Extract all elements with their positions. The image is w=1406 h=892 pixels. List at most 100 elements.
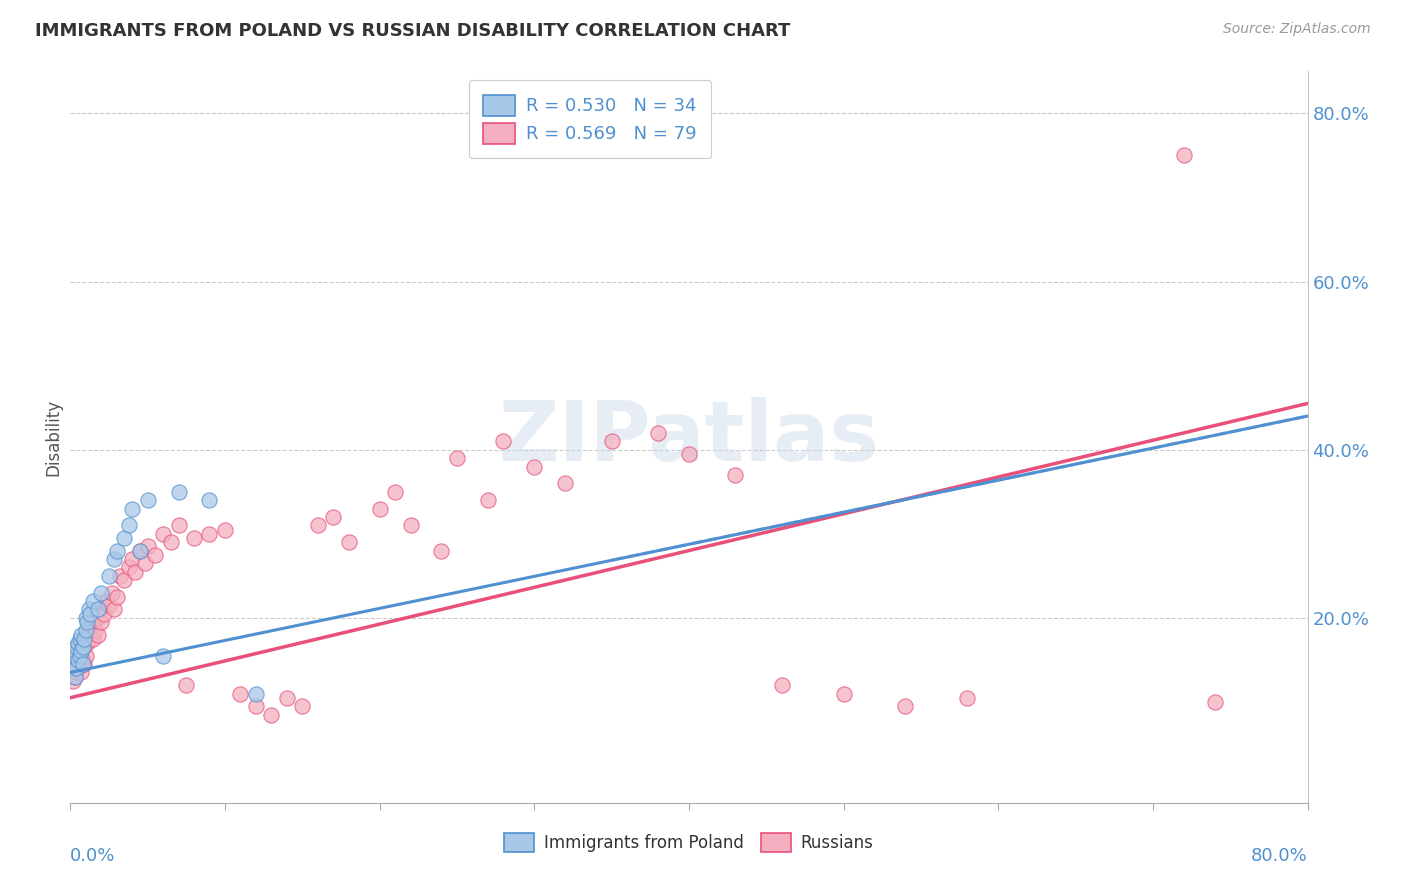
Point [69, 648, 91, 663]
Text: 0.0%: 0.0% [70, 847, 115, 864]
Point [70, 627, 93, 641]
Point [63, 653, 86, 667]
Point [82, 632, 105, 646]
Point [62, 648, 84, 663]
Point [600, 434, 623, 449]
Point [129, 543, 152, 558]
Point [523, 459, 546, 474]
Point [105, 590, 128, 604]
Point [73, 640, 96, 655]
Point [103, 552, 125, 566]
Point [103, 602, 125, 616]
Point [198, 493, 221, 508]
Text: ZIPatlas: ZIPatlas [499, 397, 879, 477]
Point [70, 644, 93, 658]
Point [89, 602, 111, 616]
Point [832, 686, 855, 700]
Point [129, 543, 152, 558]
Point [75, 611, 97, 625]
Point [82, 594, 105, 608]
Point [94, 594, 117, 608]
Point [198, 526, 221, 541]
Point [121, 552, 143, 566]
Point [70, 636, 93, 650]
Point [152, 648, 174, 663]
Point [554, 476, 576, 491]
Point [79, 607, 101, 621]
Point [90, 585, 112, 599]
Point [167, 518, 190, 533]
Point [76, 636, 98, 650]
Point [69, 632, 91, 646]
Point [98, 569, 120, 583]
Point [87, 627, 110, 641]
Point [69, 657, 91, 671]
Point [80, 615, 103, 629]
Point [492, 434, 515, 449]
Point [76, 615, 98, 629]
Point [69, 648, 91, 663]
Point [276, 690, 298, 705]
Point [67, 640, 90, 655]
Legend: Immigrants from Poland, Russians: Immigrants from Poland, Russians [496, 824, 882, 860]
Point [75, 627, 97, 641]
Text: IMMIGRANTS FROM POLAND VS RUSSIAN DISABILITY CORRELATION CHART: IMMIGRANTS FROM POLAND VS RUSSIAN DISABI… [35, 22, 790, 40]
Point [260, 707, 283, 722]
Point [98, 599, 120, 613]
Point [65, 665, 87, 680]
Point [291, 699, 314, 714]
Point [73, 632, 96, 646]
Point [65, 661, 87, 675]
Point [446, 451, 468, 466]
Point [678, 447, 700, 461]
Point [62, 657, 84, 671]
Point [368, 501, 391, 516]
Point [79, 624, 101, 638]
Point [63, 670, 86, 684]
Point [337, 535, 360, 549]
Point [67, 636, 90, 650]
Point [60, 661, 83, 675]
Point [108, 569, 131, 583]
Point [75, 648, 97, 663]
Point [63, 648, 86, 663]
Point [77, 602, 100, 616]
Point [160, 535, 183, 549]
Point [430, 543, 453, 558]
Point [770, 678, 793, 692]
Point [647, 425, 669, 440]
Point [114, 573, 135, 587]
Point [136, 540, 159, 554]
Point [118, 518, 141, 533]
Point [1204, 695, 1226, 709]
Point [152, 526, 174, 541]
Point [307, 518, 329, 533]
Point [121, 501, 143, 516]
Point [72, 632, 94, 646]
Point [93, 607, 115, 621]
Point [62, 673, 84, 688]
Point [229, 686, 252, 700]
Point [245, 699, 267, 714]
Point [73, 657, 96, 671]
Point [67, 653, 90, 667]
Point [75, 624, 97, 638]
Y-axis label: Disability: Disability [44, 399, 62, 475]
Point [114, 531, 135, 545]
Point [384, 484, 406, 499]
Point [67, 661, 90, 675]
Point [105, 543, 128, 558]
Point [72, 640, 94, 655]
Point [477, 493, 499, 508]
Point [63, 670, 86, 684]
Point [87, 602, 110, 616]
Point [86, 611, 108, 625]
Point [72, 653, 94, 667]
Point [84, 624, 107, 638]
Point [167, 484, 190, 499]
Point [956, 690, 979, 705]
Point [245, 686, 267, 700]
Point [90, 615, 112, 629]
Point [399, 518, 422, 533]
Point [174, 678, 197, 692]
